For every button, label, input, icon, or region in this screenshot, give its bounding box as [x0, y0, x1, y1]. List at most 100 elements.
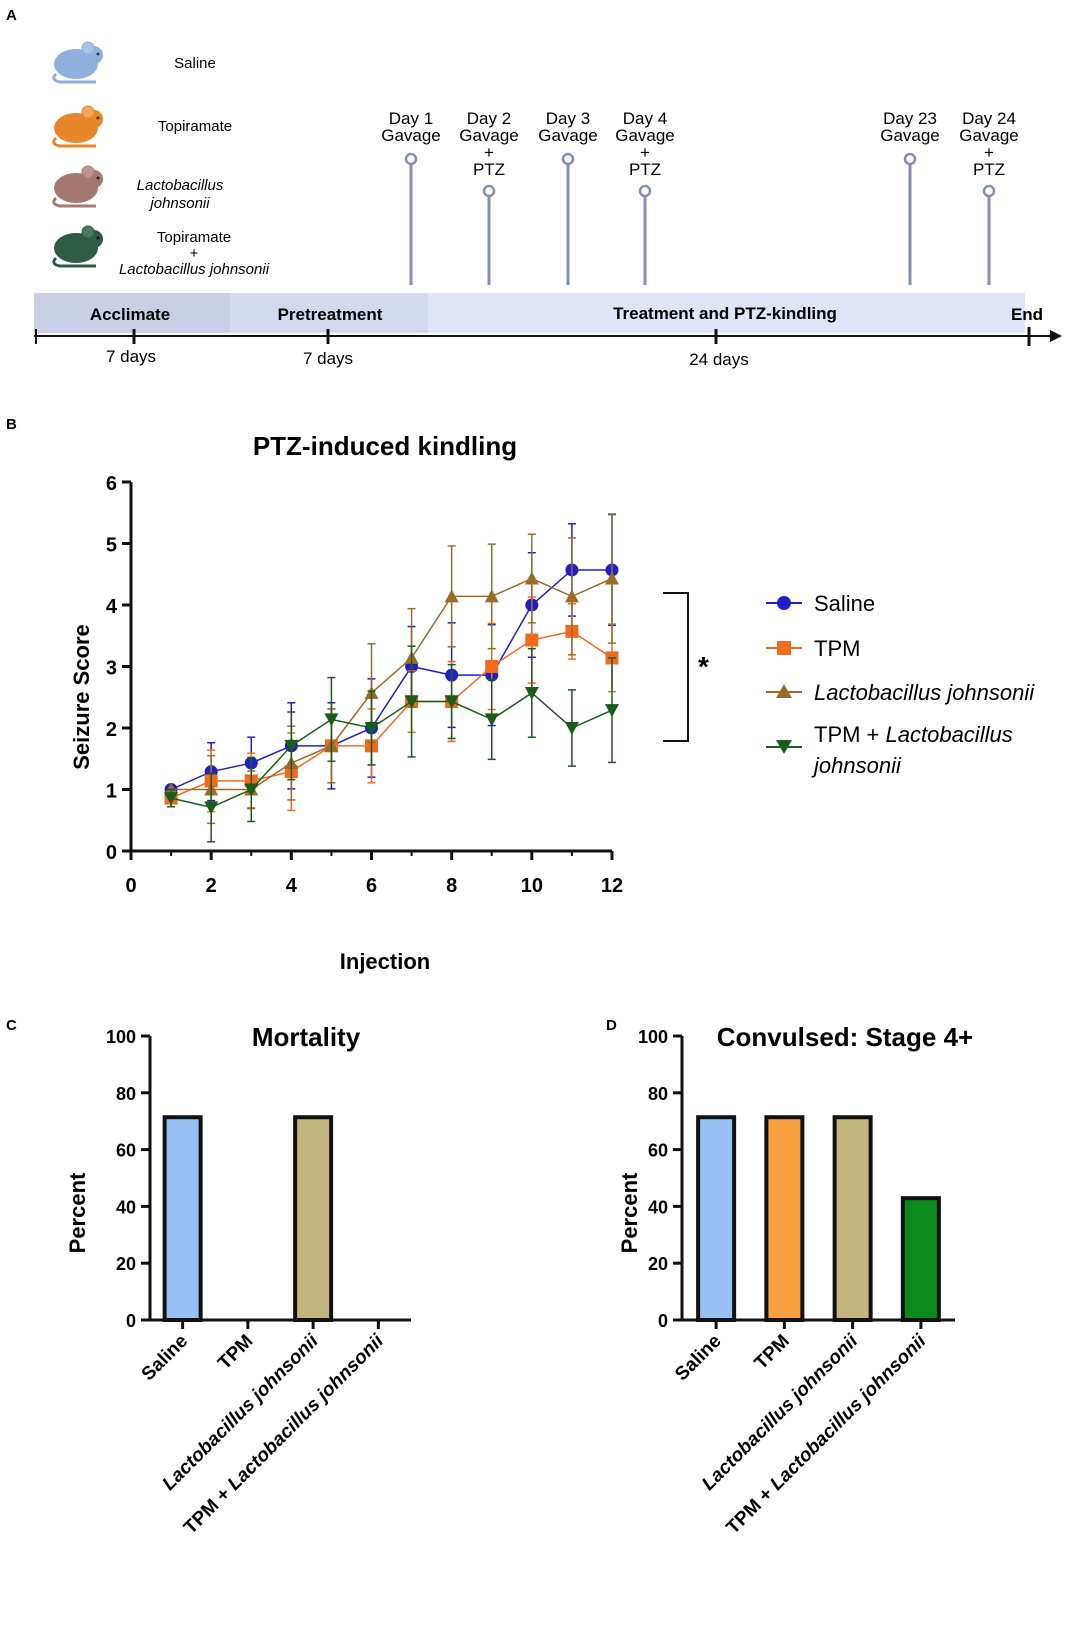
data-point-triangle-down [284, 739, 299, 753]
timeline-event-label: + [984, 143, 994, 162]
data-point-triangle-up [524, 571, 539, 585]
legend-combo-label-1: TPM + Lactobacillus [814, 722, 1013, 747]
mortality-chart-title: Mortality [252, 1022, 361, 1052]
y-tick-label: 40 [648, 1197, 668, 1217]
x-tick-label: 12 [601, 875, 623, 897]
timeline-event-pin-icon [638, 184, 652, 198]
timeline-event-label: Gavage [381, 126, 441, 145]
significance-marker: * [698, 651, 709, 682]
x-category-label: TPM [751, 1331, 794, 1374]
series-line [171, 577, 613, 791]
group-saline-label: Saline [174, 55, 216, 72]
timeline-event-label: Day 24 [962, 109, 1016, 128]
panel-b-letter: B [6, 416, 17, 433]
y-tick-label: 100 [638, 1027, 668, 1047]
data-point-triangle-down [524, 686, 539, 700]
legend-saline-label: Saline [814, 591, 875, 616]
legend-triangle-up-icon [776, 684, 792, 698]
timeline-event-pin-icon [404, 152, 418, 166]
convulsed-bar [696, 1115, 737, 1322]
timeline-event-label: + [484, 143, 494, 162]
data-point-square [485, 660, 499, 673]
data-point-triangle-up [564, 589, 579, 603]
timeline-event-label: PTZ [629, 160, 661, 179]
convulsed-chart-title: Convulsed: Stage 4+ [717, 1022, 973, 1052]
x-category-label: Saline [138, 1331, 192, 1385]
line-chart-title: PTZ-induced kindling [253, 431, 517, 461]
category-label-part: TPM + [180, 1480, 239, 1539]
duration-acclimate: 7 days [106, 347, 156, 366]
mortality-bar [293, 1115, 334, 1322]
y-tick-label: 4 [106, 596, 118, 618]
data-point-triangle-down [204, 801, 219, 815]
y-tick-label: 40 [116, 1197, 136, 1217]
mouse-combination-icon [52, 225, 103, 268]
mouse-saline-icon [52, 41, 103, 84]
panel-d-letter: D [606, 1017, 617, 1034]
y-tick-label: 0 [126, 1311, 136, 1331]
convulsed-bar [832, 1115, 873, 1322]
group-combo-label-1: Topiramate [157, 229, 231, 246]
panel-a-letter: A [6, 7, 17, 24]
data-point-triangle-down [564, 722, 579, 735]
group-lj-label-1: Lactobacillus [137, 177, 224, 194]
legend-lj: Lactobacillus johnsonii [766, 680, 1035, 705]
series-line [170, 569, 612, 791]
data-point-triangle-down [164, 792, 179, 806]
timeline-event-pin-icon [982, 184, 996, 198]
phase-end: End [1011, 305, 1043, 324]
group-lj-label-2: johnsonii [148, 195, 210, 212]
legend-combo-italic-1: Lactobacillus [886, 722, 1013, 747]
mouse-lactobacillus-icon [52, 165, 103, 208]
line-chart-xlabel: Injection [340, 949, 430, 974]
data-point-triangle-down [484, 713, 499, 727]
legend-tpm-label: TPM [814, 636, 860, 661]
data-point-triangle-down [605, 704, 619, 718]
data-point-triangle-up [605, 571, 619, 585]
convulsed-bar [900, 1196, 941, 1322]
y-tick-label: 6 [106, 473, 117, 495]
x-tick-label: 4 [286, 875, 298, 897]
y-tick-label: 80 [116, 1084, 136, 1104]
x-tick-label: 2 [206, 875, 217, 897]
timeline-event-label: Day 1 [389, 109, 433, 128]
x-tick-label: 8 [446, 875, 457, 897]
duration-treatment: 24 days [689, 350, 749, 369]
legend-saline: Saline [766, 591, 875, 616]
panel-c-letter: C [6, 1017, 17, 1034]
x-tick-label: 0 [125, 875, 136, 897]
group-combo-plus: + [190, 245, 199, 262]
data-point-square [525, 633, 539, 647]
legend-triangle-down-icon [776, 740, 792, 754]
legend-combo: TPM + Lactobacillus johnsonii [766, 722, 1013, 778]
group-topiramate-label: Topiramate [158, 118, 232, 135]
legend-tpm: TPM [766, 636, 860, 661]
y-tick-label: 2 [106, 719, 117, 741]
timeline-event-label: Gavage [459, 126, 519, 145]
timeline-event-label: Day 3 [546, 109, 590, 128]
timeline-event-pin-icon [561, 152, 575, 166]
y-tick-label: 3 [106, 658, 117, 680]
line-chart-ylabel: Seizure Score [69, 624, 94, 770]
timeline-event-pin-icon [482, 184, 496, 198]
y-tick-label: 100 [106, 1027, 136, 1047]
category-label-part: TPM + [723, 1480, 782, 1539]
phase-acclimate: Acclimate [90, 305, 170, 324]
group-combo-label-3: Lactobacillus johnsonii [119, 261, 270, 278]
duration-pretreatment: 7 days [303, 349, 353, 368]
timeline-event-label: Gavage [538, 126, 598, 145]
y-tick-label: 80 [648, 1084, 668, 1104]
x-tick-label: 6 [366, 875, 377, 897]
phase-pretreatment: Pretreatment [278, 305, 383, 324]
data-point-triangle-up [484, 589, 499, 603]
timeline-acclimate-block [34, 293, 230, 333]
legend-combo-prefix: TPM + [814, 722, 886, 747]
timeline-event-label: Gavage [880, 126, 940, 145]
data-point-triangle-down [444, 695, 459, 709]
timeline-event-label: PTZ [473, 160, 505, 179]
timeline-event-label: + [640, 143, 650, 162]
legend-square-icon [777, 641, 791, 655]
